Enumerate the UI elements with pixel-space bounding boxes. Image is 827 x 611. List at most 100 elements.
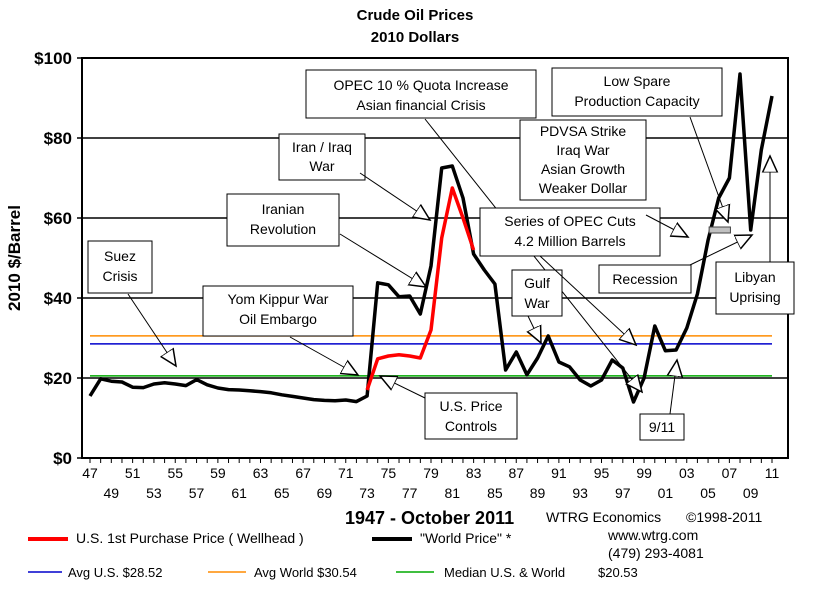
annotation-pdvsa-line1: PDVSA Strike: [540, 123, 627, 139]
series-line: [365, 186, 476, 391]
annotation-libyan: Libyan Uprising: [715, 156, 795, 315]
annotation-iranian-revolution: Iranian Revolution: [226, 193, 426, 287]
x-tick-label: 67: [295, 465, 311, 481]
annotation-opec-quota-line2: Asian financial Crisis: [356, 97, 485, 113]
source-label: WTRG Economics: [546, 509, 661, 525]
x-tick-label: 05: [700, 485, 716, 501]
annotation-suez: Suez Crisis: [87, 240, 176, 366]
x-tick-label: 73: [359, 485, 375, 501]
annotation-iran-iraq-line1: Iran / Iraq: [292, 139, 352, 155]
legend-median-label: Median U.S. & World: [444, 565, 565, 580]
annotation-low-spare-line1: Low Spare: [604, 73, 671, 89]
x-axis-ticks: 47 51 55 59 63 67 71 75 79 83 87 91 95 99 03 07 11 49 53 57…: [82, 458, 779, 501]
x-tick-label: 75: [381, 465, 397, 481]
x-tick-label: 09: [743, 485, 759, 501]
x-tick-label: 97: [615, 485, 631, 501]
x-tick-label: 95: [594, 465, 610, 481]
phone-label: (479) 293-4081: [608, 545, 704, 561]
annotation-us-price-controls: U.S. Price Controls: [380, 376, 518, 440]
gridlines: [82, 137, 788, 379]
x-tick-label: 07: [722, 465, 738, 481]
chart-subtitle: 2010 Dollars: [371, 29, 459, 46]
annotation-gulf-war: Gulf War: [511, 269, 563, 343]
x-tick-label: 81: [445, 485, 461, 501]
copyright-label: ©1998-2011: [686, 509, 762, 525]
x-tick-label: 69: [317, 485, 333, 501]
x-tick-label: 55: [167, 465, 183, 481]
annotation-nine-eleven: 9/11: [639, 360, 685, 441]
series-line: [88, 72, 774, 404]
annotation-gulf-war-arrow: [528, 315, 541, 343]
y-tick-label: $80: [44, 129, 72, 148]
chart-title: Crude Oil Prices: [357, 7, 474, 24]
annotation-pdvsa-line4: Weaker Dollar: [539, 180, 628, 196]
annotation-nine-eleven-arrow: [670, 360, 677, 415]
annotation-gulf-war-line1: Gulf: [524, 275, 550, 291]
x-tick-label: 79: [423, 465, 439, 481]
x-tick-label: 61: [231, 485, 247, 501]
annotation-price-controls-arrow: [380, 376, 426, 399]
annotation-nine-eleven-line1: 9/11: [649, 419, 675, 435]
x-tick-label: 99: [636, 465, 652, 481]
annotation-iranian-arrow: [339, 233, 426, 287]
y-tick-label: $40: [44, 289, 72, 308]
x-tick-label: 53: [146, 485, 162, 501]
x-tick-label: 49: [104, 485, 120, 501]
annotation-iranian-line2: Revolution: [250, 221, 316, 237]
plot-frame: [81, 57, 789, 459]
x-tick-label: 91: [551, 465, 567, 481]
annotations: Suez Crisis Yom Kippur War Oil Embargo I…: [87, 67, 795, 441]
x-tick-label: 01: [658, 485, 674, 501]
annotation-price-controls-line2: Controls: [445, 418, 497, 434]
x-tick-label: 83: [466, 465, 482, 481]
annotation-pdvsa-line2: Iraq War: [556, 142, 609, 158]
annotation-yom-kippur-line2: Oil Embargo: [239, 311, 317, 327]
legend-us-label: U.S. 1st Purchase Price ( Wellhead ): [76, 530, 304, 546]
period-label: 1947 - October 2011: [345, 508, 514, 528]
y-axis-label: 2010 $/Barrel: [5, 205, 24, 311]
spare-capacity-marker: [708, 226, 731, 234]
annotation-opec-cuts: Series of OPEC Cuts 4.2 Million Barrels: [479, 207, 661, 345]
legend: U.S. 1st Purchase Price ( Wellhead ) "Wo…: [28, 530, 638, 580]
price-series: [88, 72, 774, 404]
x-tick-label: 59: [210, 465, 226, 481]
annotation-pdvsa-line3: Asian Growth: [541, 161, 625, 177]
annotation-iranian-line1: Iranian: [262, 201, 305, 217]
annotation-opec-cuts-arrow: [539, 255, 636, 345]
legend-avg-us-label: Avg U.S. $28.52: [68, 565, 162, 580]
y-axis-ticks: $0 $20 $40 $60 $80 $100: [34, 49, 82, 468]
annotation-gulf-war-line2: War: [524, 295, 549, 311]
annotation-pdvsa: PDVSA Strike Iraq War Asian Growth Weake…: [519, 119, 688, 237]
x-tick-label: 57: [189, 485, 205, 501]
annotation-price-controls-line1: U.S. Price: [439, 398, 502, 414]
x-tick-label: 71: [338, 465, 354, 481]
y-tick-label: $20: [44, 369, 72, 388]
y-tick-label: $0: [53, 449, 72, 468]
x-tick-label: 47: [82, 465, 98, 481]
annotation-libyan-line2: Uprising: [729, 289, 780, 305]
x-tick-label: 77: [402, 485, 418, 501]
x-tick-label: 85: [487, 485, 503, 501]
annotation-low-spare-line2: Production Capacity: [574, 93, 699, 109]
x-tick-label: 03: [679, 465, 695, 481]
annotation-yom-kippur: Yom Kippur War Oil Embargo: [202, 285, 358, 375]
annotation-suez-arrow: [127, 293, 176, 366]
y-tick-label: $60: [44, 209, 72, 228]
legend-world-label: "World Price" *: [420, 530, 512, 546]
annotation-opec-cuts-line1: Series of OPEC Cuts: [504, 213, 636, 229]
annotation-suez-line1: Suez: [104, 248, 136, 264]
annotation-yom-kippur-line1: Yom Kippur War: [228, 291, 329, 307]
legend-median-value: $20.53: [598, 565, 638, 580]
x-tick-label: 11: [765, 465, 780, 481]
x-tick-label: 93: [572, 485, 588, 501]
annotation-opec-cuts-line2: 4.2 Million Barrels: [514, 233, 625, 249]
annotation-iran-iraq-arrow: [359, 172, 430, 220]
annotation-yom-kippur-arrow: [289, 336, 358, 375]
annotation-opec-quota-line1: OPEC 10 % Quota Increase: [333, 77, 508, 93]
annotation-low-spare-arrow: [689, 116, 728, 222]
website-label: www.wtrg.com: [607, 527, 698, 543]
annotation-recession-arrow: [689, 235, 752, 266]
legend-avg-world-label: Avg World $30.54: [254, 565, 357, 580]
x-tick-label: 51: [125, 465, 141, 481]
